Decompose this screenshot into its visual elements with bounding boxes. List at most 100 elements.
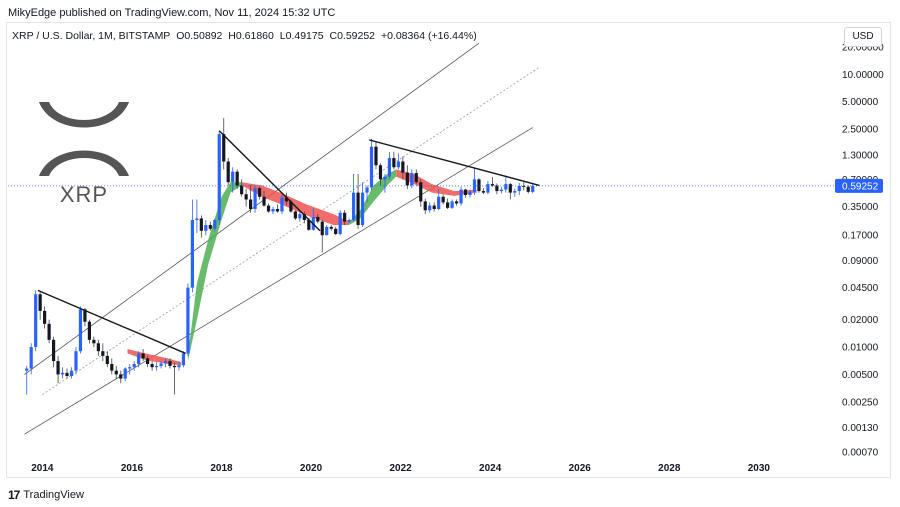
candle-body xyxy=(208,225,212,229)
candle-body xyxy=(146,358,150,365)
candle-body xyxy=(168,361,172,366)
y-tick-label: 20.00000 xyxy=(842,43,884,54)
y-tick-label: 1.30000 xyxy=(842,150,879,161)
candle-body xyxy=(423,201,427,211)
candle-body xyxy=(477,179,481,192)
candle-body xyxy=(87,321,92,340)
candle-body xyxy=(47,323,51,340)
candle-body xyxy=(231,171,235,183)
candle-body xyxy=(414,173,418,183)
candle-body xyxy=(105,355,109,365)
change-value: +0.08364 (+16.44%) xyxy=(380,30,477,42)
candle-body xyxy=(369,146,374,188)
candle-body xyxy=(499,189,503,192)
candle-body xyxy=(271,209,275,212)
high-value: H0.61860 xyxy=(228,30,274,42)
ohlc-legend: XRP / U.S. Dollar, 1M, BITSTAMP O0.50892… xyxy=(12,30,480,42)
candle-body xyxy=(378,165,383,180)
candle-body xyxy=(141,353,145,359)
candle-body xyxy=(481,191,486,193)
candle-body xyxy=(257,188,262,197)
y-tick-label: 0.35000 xyxy=(842,202,879,213)
candle-body xyxy=(374,146,378,166)
candle-body xyxy=(137,353,141,365)
y-tick-label: 0.00500 xyxy=(842,370,879,381)
candle-body xyxy=(302,214,306,220)
x-tick-label: 2018 xyxy=(210,463,233,474)
candle-body xyxy=(38,294,42,311)
x-axis: 2014 2016 2018 2020 2022 2024 2026 2028 2030 xyxy=(31,463,770,474)
candle-body xyxy=(490,184,495,186)
candle-body xyxy=(83,309,87,322)
candle-body xyxy=(181,353,186,366)
candle-body xyxy=(396,161,400,168)
y-tick-label: 0.02000 xyxy=(842,315,879,326)
candle-body xyxy=(266,205,271,212)
candle-body xyxy=(150,364,154,368)
x-tick-label: 2026 xyxy=(569,463,592,474)
candle-body xyxy=(280,197,284,212)
candle-body xyxy=(468,191,472,196)
close-value: C0.59252 xyxy=(329,30,376,42)
y-tick-label: 0.17000 xyxy=(842,231,879,242)
symbol-label[interactable]: XRP / U.S. Dollar, 1M, BITSTAMP xyxy=(12,30,171,42)
candle-body xyxy=(387,158,392,177)
candle-body xyxy=(284,197,289,202)
tradingview-brand-text: TradingView xyxy=(23,489,84,501)
candle-body xyxy=(186,287,190,354)
xrp-logo: XRP xyxy=(39,102,129,207)
candle-body xyxy=(437,196,441,210)
channel-line xyxy=(24,127,533,435)
candle-body xyxy=(383,176,387,180)
candle-body xyxy=(495,185,499,192)
candle-body xyxy=(249,199,253,210)
candle-body xyxy=(213,219,217,229)
candle-body xyxy=(526,186,530,192)
candle-body xyxy=(347,219,351,222)
candle-body xyxy=(25,368,29,371)
chart-frame xyxy=(6,22,891,478)
candle-body xyxy=(450,201,454,208)
candle-body xyxy=(163,361,168,364)
candles xyxy=(25,118,535,395)
candle-body xyxy=(96,343,100,352)
y-tick-label: 0.04500 xyxy=(842,283,879,294)
candle-body xyxy=(34,294,38,348)
footer-brand[interactable]: 17 TradingView xyxy=(8,488,84,502)
candle-body xyxy=(154,365,159,368)
candle-body xyxy=(119,374,123,379)
candle-body xyxy=(43,310,47,324)
candle-body xyxy=(289,201,293,212)
candle-body xyxy=(92,339,96,344)
x-tick-label: 2028 xyxy=(658,463,681,474)
candle-body xyxy=(513,191,517,193)
candle-body xyxy=(459,189,463,204)
candle-body xyxy=(29,347,33,369)
candle-body xyxy=(293,211,297,219)
last-price-label: 0.59252 xyxy=(842,181,879,192)
x-tick-label: 2030 xyxy=(748,463,771,474)
ema-ribbons xyxy=(127,169,477,366)
candle-body xyxy=(172,365,177,368)
candle-body xyxy=(60,372,65,375)
candle-body xyxy=(441,196,445,203)
candle-body xyxy=(235,171,239,186)
candle-body xyxy=(432,205,436,210)
y-axis: 20.0000010.000005.000002.500001.300000.7… xyxy=(842,43,884,459)
candle-body xyxy=(74,351,78,371)
candle-body xyxy=(101,351,105,356)
candle-body xyxy=(65,372,69,377)
candle-body xyxy=(195,218,199,220)
open-value: O0.50892 xyxy=(176,30,223,42)
currency-button[interactable]: USD xyxy=(844,27,882,47)
candle-body xyxy=(463,189,468,196)
candle-body xyxy=(401,161,405,173)
candle-body xyxy=(329,226,333,229)
candle-body xyxy=(508,184,512,193)
candle-body xyxy=(472,179,477,192)
tradingview-logo-icon: 17 xyxy=(8,488,20,502)
candle-body xyxy=(531,185,535,192)
candle-body xyxy=(262,196,266,206)
ema-ribbon xyxy=(187,182,242,362)
